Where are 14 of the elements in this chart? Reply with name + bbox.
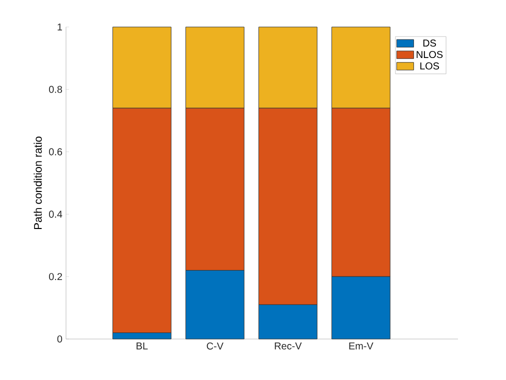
legend-label: NLOS bbox=[416, 50, 443, 58]
y-tick-label: 0.8 bbox=[49, 86, 62, 93]
y-tick-label: 1 bbox=[58, 24, 62, 30]
y-tick-label: 0 bbox=[57, 335, 62, 343]
legend-label: LOS bbox=[420, 62, 440, 70]
x-tick-label: Em-V bbox=[349, 342, 374, 350]
x-tick-label: C-V bbox=[206, 342, 224, 350]
y-axis-title: Path condition ratio bbox=[34, 136, 42, 229]
y-tick-label: 0.2 bbox=[49, 273, 62, 280]
y-tick-label: 0.4 bbox=[49, 210, 62, 218]
legend-label: DS bbox=[423, 40, 436, 47]
x-tick-label: Rec-V bbox=[274, 342, 302, 350]
x-tick-label: BL bbox=[136, 342, 148, 350]
y-tick-label: 0.6 bbox=[49, 148, 62, 156]
